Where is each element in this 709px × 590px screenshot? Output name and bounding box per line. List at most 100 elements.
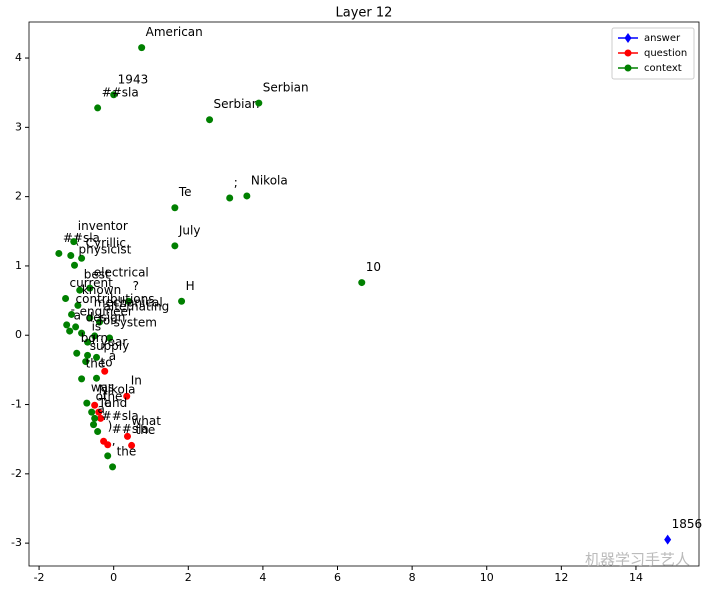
point (86, 314, 94, 322)
point-label: 10 (366, 260, 381, 274)
y-tick-label: -1 (11, 398, 22, 411)
point-label: known (82, 283, 121, 297)
point-label: ) (108, 419, 113, 433)
point (178, 297, 186, 305)
point (62, 295, 70, 303)
x-tick-label: 4 (259, 571, 266, 584)
point (255, 99, 263, 107)
point-label: H (186, 279, 195, 293)
point (78, 254, 86, 262)
point-label: ##sla (102, 85, 139, 99)
point (82, 358, 90, 366)
point-label: In (131, 374, 142, 388)
point (91, 401, 99, 409)
legend-label: answer (644, 33, 681, 44)
y-tick-label: 4 (15, 51, 22, 64)
point-label: what (131, 414, 161, 428)
point (123, 432, 131, 440)
point-label: - (71, 302, 75, 316)
point (91, 414, 99, 422)
point-label: alternating (104, 300, 170, 314)
point (78, 329, 86, 337)
point-label: supply (90, 339, 130, 353)
point (72, 323, 80, 331)
point (71, 261, 79, 269)
chart-title: Layer 12 (336, 6, 393, 21)
point (78, 375, 86, 383)
point-label: Serbian (214, 97, 260, 111)
point-label: design (86, 311, 126, 325)
legend-marker (624, 49, 632, 57)
point-label: current (70, 276, 114, 290)
point (74, 301, 82, 309)
point (73, 349, 81, 357)
x-tick-label: -2 (34, 571, 45, 584)
point (138, 44, 146, 52)
point (70, 238, 78, 246)
point-label: ##sla (102, 409, 139, 423)
x-tick-label: 0 (110, 571, 117, 584)
x-tick-label: 8 (409, 571, 416, 584)
point-label: 1856 (672, 517, 703, 531)
point (90, 421, 98, 429)
plot-frame (28, 21, 700, 567)
point-label: best (84, 268, 110, 282)
point-label: American (146, 25, 203, 39)
point (664, 534, 672, 545)
point (67, 252, 75, 260)
point (93, 374, 101, 382)
point (76, 286, 84, 294)
point (104, 452, 112, 460)
x-tick-label: 12 (554, 571, 568, 584)
point-label: Serbian (263, 81, 309, 95)
point-label: electrical (94, 266, 149, 280)
point (68, 310, 76, 318)
point-label: to (101, 356, 113, 370)
x-tick-label: 14 (629, 571, 643, 584)
y-tick-label: 3 (15, 120, 22, 133)
legend-marker (624, 64, 632, 72)
point (94, 104, 102, 112)
point-label: Te (98, 396, 112, 410)
point (123, 392, 131, 400)
legend-label: question (644, 48, 687, 59)
point (106, 334, 114, 342)
point-label: is (92, 320, 102, 334)
point-label: and (105, 396, 128, 410)
point (110, 91, 118, 99)
point-label: born (81, 331, 108, 345)
y-tick-label: -2 (11, 467, 22, 480)
point (104, 441, 112, 449)
legend-box (611, 27, 695, 80)
point-label: ##sla (112, 422, 149, 436)
y-tick-label: 2 (15, 190, 22, 203)
point (84, 351, 92, 359)
point-label: , (112, 433, 116, 447)
point-label: mechanical (94, 295, 163, 309)
point (63, 321, 71, 329)
point (101, 367, 109, 375)
point (358, 279, 366, 287)
point (97, 414, 105, 422)
point (95, 408, 103, 416)
point (83, 399, 91, 407)
point-label: ( (92, 333, 97, 347)
point-label: for (99, 313, 116, 327)
point-label: physicist (79, 243, 132, 257)
point-label: inventor (78, 219, 128, 233)
point (93, 353, 101, 361)
point (66, 327, 74, 335)
y-tick-label: 1 (15, 259, 22, 272)
point-label: the (136, 423, 156, 437)
point-label: the (117, 444, 137, 458)
point (88, 408, 96, 416)
point (125, 297, 133, 305)
point-label: the (86, 356, 106, 370)
point (86, 284, 94, 292)
point-label: was (91, 381, 114, 395)
point-label: 1943 (118, 72, 149, 86)
point (84, 338, 92, 346)
point-label: ? (133, 279, 139, 293)
point (94, 428, 102, 436)
